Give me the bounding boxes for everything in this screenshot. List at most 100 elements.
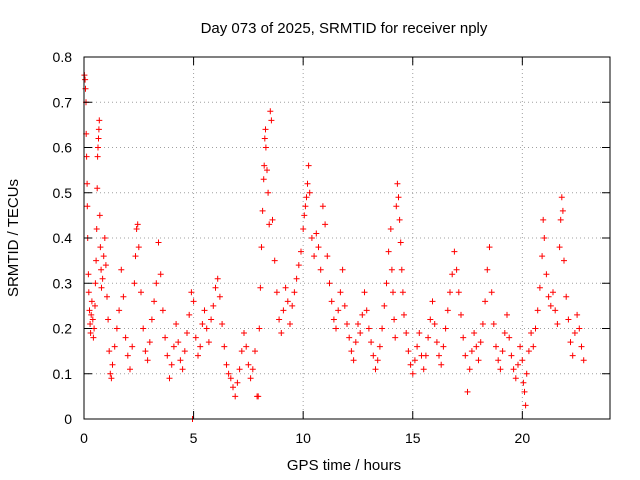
data-point — [177, 357, 184, 364]
data-point — [124, 352, 131, 359]
data-point — [267, 108, 274, 115]
data-point — [395, 194, 402, 201]
data-point — [559, 207, 566, 214]
data-point — [370, 352, 377, 359]
data-point — [87, 330, 94, 336]
y-tick-label: 0.6 — [53, 140, 73, 156]
data-point — [528, 330, 535, 336]
data-point — [330, 316, 337, 323]
data-point — [148, 316, 155, 323]
data-point — [223, 361, 230, 368]
data-point — [94, 153, 101, 160]
data-point — [199, 321, 206, 327]
data-point — [175, 339, 182, 346]
data-point — [479, 321, 486, 327]
data-point — [241, 330, 247, 336]
data-point — [85, 271, 92, 278]
data-point — [303, 194, 310, 201]
data-point — [86, 307, 93, 314]
data-point — [393, 203, 400, 210]
data-point — [580, 357, 587, 364]
data-point — [385, 248, 392, 255]
data-point — [181, 348, 188, 355]
data-point — [212, 284, 219, 291]
data-point — [99, 275, 106, 282]
data-point — [414, 343, 421, 350]
data-point — [444, 307, 451, 314]
data-point — [269, 216, 276, 223]
data-point — [431, 321, 438, 327]
data-point — [558, 194, 565, 201]
data-point — [245, 361, 252, 368]
data-point — [333, 325, 339, 332]
data-point — [436, 352, 442, 359]
data-point — [433, 339, 440, 346]
data-point — [352, 339, 359, 346]
data-point — [93, 257, 100, 264]
data-point — [197, 343, 204, 350]
data-point — [295, 262, 302, 269]
data-point — [556, 244, 563, 251]
x-tick-label: 15 — [405, 430, 421, 446]
data-point — [341, 302, 348, 309]
data-point — [561, 257, 567, 264]
data-point — [495, 357, 502, 364]
data-point — [255, 393, 262, 400]
data-point — [427, 316, 434, 323]
data-point — [102, 262, 109, 269]
x-axis-title: GPS time / hours — [287, 457, 401, 474]
data-point — [273, 289, 280, 296]
data-point — [142, 348, 149, 355]
data-point — [482, 298, 489, 305]
data-point — [106, 348, 113, 355]
data-point — [466, 366, 473, 373]
data-point — [266, 221, 273, 228]
axis-ticks — [83, 56, 610, 420]
data-point — [517, 343, 524, 350]
data-point — [144, 357, 151, 364]
data-point — [89, 316, 96, 323]
data-point — [396, 216, 403, 223]
data-point — [293, 275, 300, 282]
data-point — [534, 307, 541, 314]
data-point — [372, 366, 379, 373]
x-tick-label: 5 — [190, 430, 198, 446]
data-point — [313, 230, 320, 237]
data-point — [164, 352, 171, 359]
data-point — [565, 316, 572, 323]
data-point — [157, 271, 164, 278]
data-point — [346, 334, 353, 341]
data-point — [322, 221, 329, 228]
data-point — [234, 379, 241, 386]
data-point — [83, 153, 90, 160]
data-point — [359, 311, 366, 318]
data-point — [381, 302, 388, 309]
data-point — [394, 180, 401, 187]
data-point — [339, 266, 346, 273]
data-point — [97, 244, 104, 251]
data-point — [91, 325, 98, 332]
data-point — [205, 339, 212, 346]
data-point — [447, 289, 453, 296]
data-point — [260, 176, 267, 183]
data-point — [179, 366, 186, 373]
data-point — [298, 248, 304, 255]
data-point — [540, 216, 547, 223]
data-point — [262, 144, 269, 151]
data-point — [151, 298, 158, 305]
data-point — [118, 266, 125, 273]
data-point — [153, 280, 160, 287]
data-point — [460, 334, 467, 341]
data-point — [300, 226, 307, 232]
data-point — [519, 357, 526, 364]
data-point — [363, 307, 370, 314]
data-point — [563, 293, 570, 300]
data-point — [357, 330, 364, 336]
data-point — [397, 239, 404, 246]
data-point — [227, 375, 234, 382]
data-point — [569, 352, 576, 359]
data-point — [411, 357, 418, 364]
data-point — [501, 330, 508, 336]
data-point — [306, 189, 313, 196]
data-point — [468, 348, 475, 355]
